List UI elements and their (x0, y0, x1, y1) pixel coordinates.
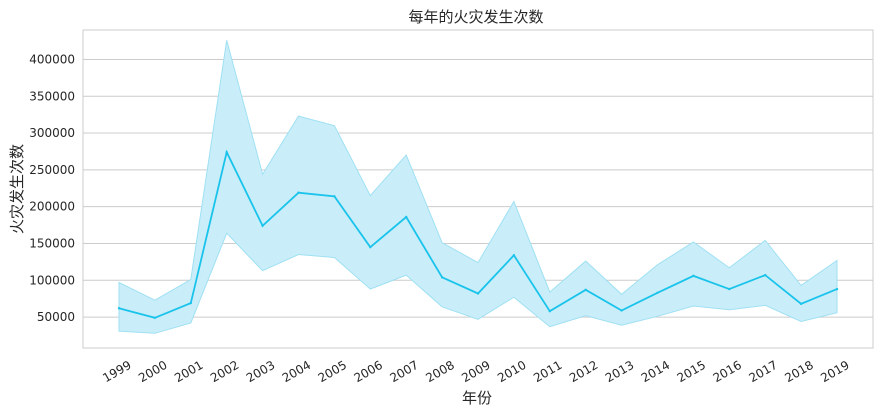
data-point (189, 301, 192, 305)
data-point (764, 273, 767, 277)
data-point (835, 287, 839, 291)
x-tick-label: 2012 (567, 358, 600, 385)
data-point (512, 254, 516, 257)
data-point (799, 302, 803, 306)
data-point (225, 150, 228, 154)
y-tick-label: 400000 (29, 52, 75, 66)
x-tick-label: 2006 (352, 358, 385, 385)
x-tick-label: 2002 (208, 358, 241, 385)
y-tick-label: 100000 (29, 273, 75, 287)
x-tick-label: 2003 (244, 358, 277, 385)
data-point (656, 291, 659, 294)
y-tick-label: 50000 (37, 310, 75, 324)
x-tick-label: 2015 (675, 358, 708, 385)
chart-title: 每年的火灾发生次数 (408, 8, 543, 26)
data-point (405, 215, 408, 219)
x-tick-label: 2016 (711, 358, 744, 385)
y-tick-label: 250000 (29, 163, 75, 177)
data-point (728, 287, 731, 291)
x-tick-label: 2007 (387, 358, 420, 385)
data-point (692, 274, 695, 278)
data-point (369, 245, 372, 249)
y-tick-label: 300000 (29, 126, 75, 140)
data-point (117, 307, 121, 310)
x-tick-label: 2008 (423, 358, 456, 385)
x-tick-label: 2018 (782, 358, 815, 385)
x-tick-label: 2014 (639, 358, 672, 385)
data-point (476, 292, 480, 295)
x-tick-label: 2017 (746, 358, 779, 385)
x-tick-label: 2011 (531, 358, 564, 385)
data-point (440, 276, 444, 279)
data-point (153, 316, 157, 320)
x-tick-label: 2013 (603, 358, 636, 385)
x-tick-label: 2000 (136, 358, 169, 385)
data-point (548, 309, 551, 313)
x-tick-label: 2004 (280, 358, 313, 385)
x-tick-label: 2009 (459, 358, 492, 385)
y-axis-label: 火灾发生次数 (8, 144, 26, 234)
y-tick-label: 150000 (29, 236, 75, 250)
x-tick-label: 2010 (495, 358, 528, 385)
data-point (261, 224, 264, 228)
x-tick-label: 2005 (316, 358, 349, 385)
x-tick-label: 1999 (100, 358, 133, 385)
plot-frame (82, 29, 874, 349)
x-tick-label: 2019 (818, 358, 851, 385)
y-tick-label: 350000 (29, 89, 75, 103)
data-point (620, 309, 623, 312)
y-tick-label: 200000 (29, 200, 75, 214)
x-tick-label: 2001 (172, 358, 205, 385)
data-point (333, 195, 336, 198)
data-point (297, 191, 300, 194)
data-point (584, 288, 587, 292)
x-axis-label: 年份 (462, 389, 492, 407)
